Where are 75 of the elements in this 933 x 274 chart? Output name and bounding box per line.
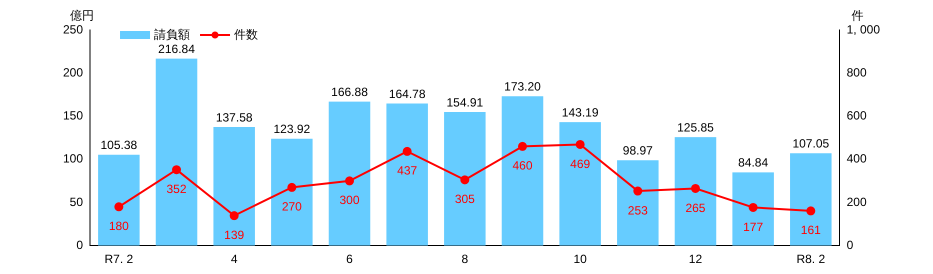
bar — [98, 154, 140, 246]
y2-tick-label: 600 — [846, 108, 867, 123]
data-label: 253 — [628, 203, 648, 218]
y2-tick-label: 200 — [846, 194, 867, 209]
point — [172, 165, 182, 174]
y-tick-label: 200 — [62, 65, 84, 80]
data-label: 107.05 — [792, 136, 830, 151]
point — [287, 182, 296, 192]
data-label: 166.88 — [331, 84, 368, 99]
x-tick-label: R7. 2 — [104, 252, 134, 266]
data-label: 139 — [224, 228, 245, 242]
data-label: 137.58 — [216, 110, 253, 124]
y2-tick-label: 800 — [846, 65, 867, 80]
data-label: 177 — [743, 220, 764, 234]
data-label: 460 — [512, 158, 533, 173]
data-label: 180 — [108, 219, 130, 234]
data-label: 216.84 — [158, 42, 196, 56]
point — [230, 211, 239, 220]
bar — [617, 160, 659, 246]
y-tick-label: 150 — [62, 108, 84, 123]
point — [806, 206, 816, 216]
y2-tick-label: 1, 000 — [846, 22, 880, 36]
point — [460, 175, 470, 184]
data-label: 125.85 — [677, 120, 714, 134]
data-label: 161 — [800, 223, 822, 238]
bar — [674, 137, 716, 246]
x-tick-label: 10 — [573, 252, 588, 266]
bar — [213, 126, 255, 246]
x-tick-label: 12 — [688, 252, 702, 266]
bar — [444, 112, 486, 246]
data-label: 173.20 — [504, 80, 542, 94]
point — [633, 186, 642, 196]
data-label: 352 — [166, 182, 187, 196]
y-tick-label: 100 — [62, 152, 84, 166]
data-label: 84.84 — [738, 156, 768, 170]
data-label: 105.38 — [100, 138, 138, 152]
bar — [386, 103, 428, 246]
y-tick-label: 50 — [70, 194, 84, 209]
x-tick-label: 4 — [230, 252, 238, 266]
data-label: 270 — [282, 200, 302, 214]
bar — [732, 172, 774, 246]
data-label: 265 — [685, 200, 706, 215]
legend-label: 件数 — [234, 27, 258, 42]
data-label: 437 — [397, 164, 418, 178]
bar — [328, 102, 370, 246]
bar — [790, 153, 832, 246]
y-tick-label: 250 — [62, 22, 84, 36]
point — [114, 202, 124, 212]
point — [402, 146, 412, 156]
x-tick-label: R8. 2 — [796, 252, 826, 266]
data-label: 98.97 — [622, 144, 654, 158]
y2-tick-label: 0 — [846, 238, 854, 252]
point — [748, 202, 758, 212]
x-tick-label: 6 — [346, 252, 354, 266]
y2-axis-title: 件 — [852, 8, 864, 22]
point — [576, 140, 585, 149]
data-label: 154.91 — [446, 95, 484, 110]
legend-label: 請負額 — [154, 27, 190, 42]
bar — [559, 122, 601, 246]
x-tick-label: 8 — [461, 252, 468, 266]
bar — [502, 96, 544, 246]
data-label: 143.19 — [562, 105, 599, 120]
data-label: 305 — [454, 192, 476, 206]
bar — [156, 58, 198, 246]
point — [690, 184, 700, 193]
data-label: 300 — [339, 193, 360, 208]
y-axis-title: 億円 — [70, 8, 94, 22]
y-tick-label: 0 — [76, 238, 84, 252]
data-label: 123.92 — [273, 122, 311, 136]
y2-tick-label: 400 — [846, 152, 867, 166]
data-label: 469 — [570, 156, 590, 171]
bar — [271, 138, 313, 246]
point — [518, 142, 527, 151]
data-label: 164.78 — [388, 86, 426, 101]
point — [345, 176, 354, 186]
